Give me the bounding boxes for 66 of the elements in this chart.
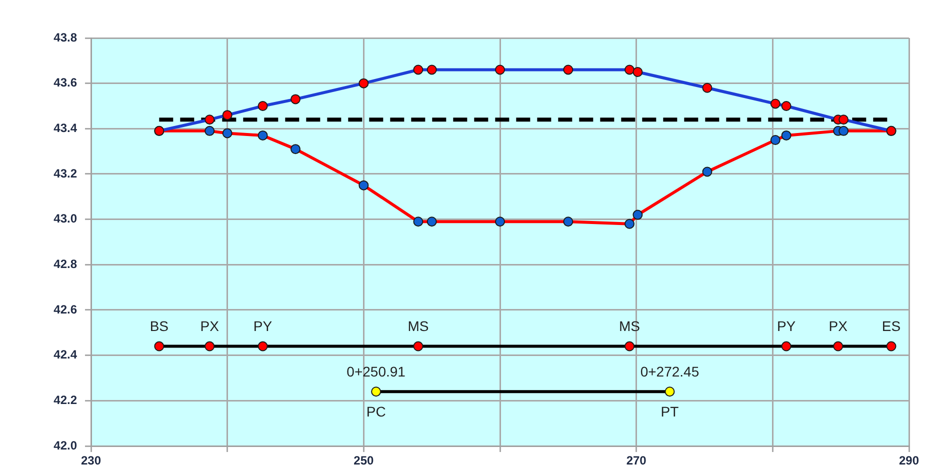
annotation: BS [150, 318, 169, 334]
point [413, 64, 424, 75]
point [154, 341, 164, 352]
point [258, 101, 268, 111]
y-tick-label: 42.6 [54, 302, 78, 316]
point [624, 218, 635, 229]
y-tick-label: 43.4 [54, 120, 78, 135]
y-tick-label: 42.4 [54, 348, 78, 362]
y-tick-label: 43.6 [54, 76, 78, 90]
y-tick-label: 42.8 [54, 256, 78, 271]
y-tick-label: 43.2 [54, 166, 78, 180]
point [290, 144, 300, 154]
annotation: PC [366, 403, 386, 420]
point [204, 126, 215, 136]
point [413, 216, 424, 227]
point [563, 64, 574, 75]
point [258, 130, 268, 140]
x-tick-label: 230 [80, 454, 102, 468]
point [632, 210, 643, 220]
point [886, 341, 896, 352]
point [770, 98, 780, 109]
annotation: PX [200, 318, 220, 334]
y-tick-label: 42.2 [54, 392, 78, 407]
point [702, 166, 712, 177]
y-tick-label: 43.0 [54, 212, 78, 226]
point [624, 341, 635, 352]
annotation: MS [619, 318, 640, 334]
point [781, 130, 792, 140]
x-tick-label: 290 [898, 454, 920, 468]
point [426, 216, 437, 227]
point [222, 128, 232, 138]
annotation: PX [828, 318, 848, 334]
annotation: MS [408, 318, 429, 334]
y-tick-label: 43.8 [54, 30, 78, 44]
annotation: 0+272.45 [640, 363, 700, 380]
point [770, 135, 780, 145]
annotation: PY [776, 318, 796, 334]
annotation: 0+250.91 [346, 363, 406, 380]
point [833, 341, 844, 352]
point [258, 341, 268, 352]
point [290, 94, 300, 104]
point [838, 126, 849, 136]
point [838, 114, 849, 125]
point [664, 386, 675, 397]
point [632, 67, 643, 77]
point [624, 64, 635, 75]
y-tick-label: 42.0 [54, 438, 78, 452]
point [563, 216, 574, 227]
point [204, 114, 215, 125]
point [358, 78, 369, 88]
point [781, 101, 792, 111]
point [702, 82, 712, 93]
point [426, 64, 437, 75]
point [495, 64, 505, 75]
point [222, 110, 232, 120]
annotation: ES [882, 318, 901, 334]
x-tick-label: 250 [354, 454, 374, 468]
point [204, 341, 215, 352]
annotation: PT [660, 403, 680, 420]
point [495, 216, 505, 227]
point [781, 341, 792, 352]
point [358, 180, 369, 190]
point [371, 386, 382, 397]
point [413, 341, 424, 352]
x-tick-label: 270 [626, 454, 647, 468]
annotation: PY [253, 318, 273, 334]
